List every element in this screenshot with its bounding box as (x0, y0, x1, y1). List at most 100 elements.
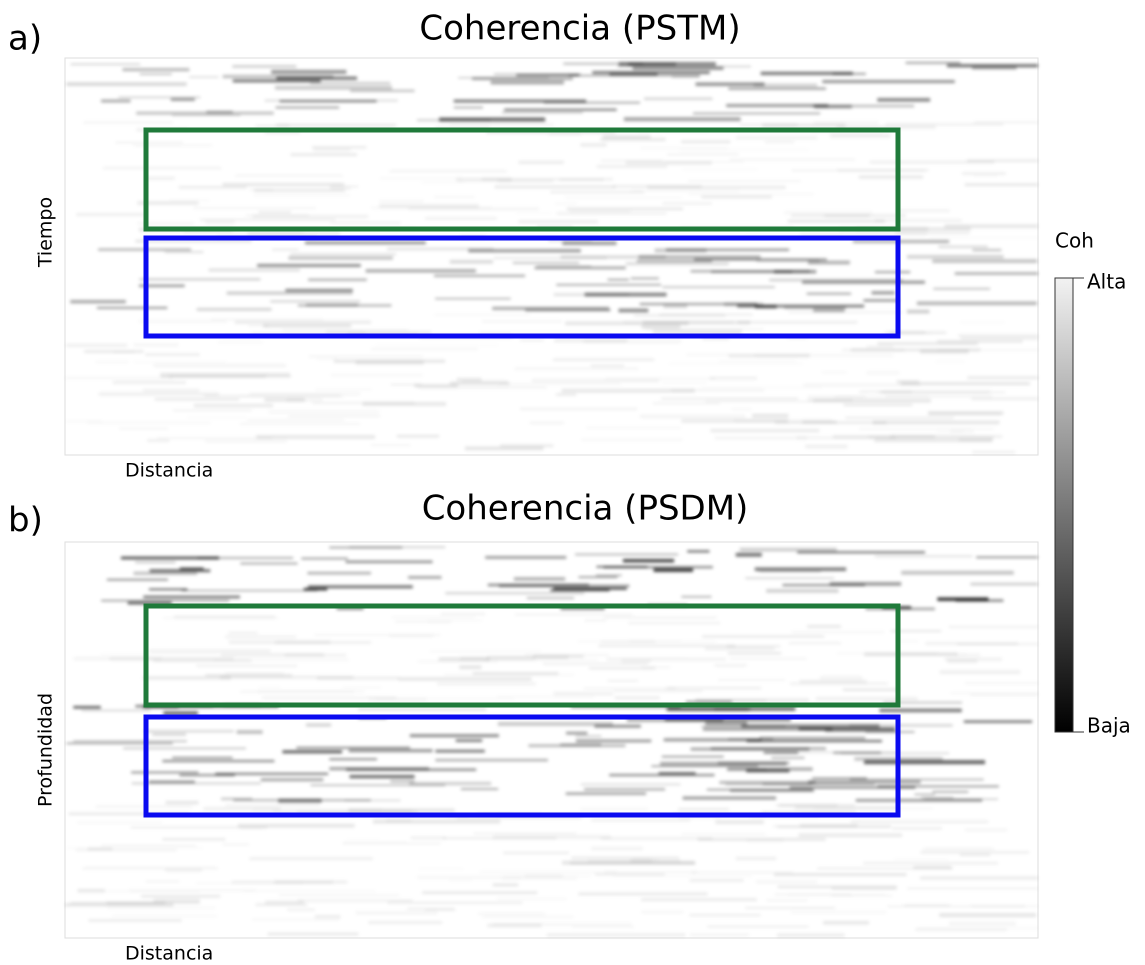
streak (960, 336, 1038, 340)
streak (137, 201, 199, 205)
streak (252, 214, 369, 219)
streak (794, 805, 898, 810)
streak (497, 696, 595, 698)
streak (449, 123, 554, 126)
streak (937, 349, 1038, 351)
streak (965, 828, 1008, 832)
streak (871, 291, 895, 295)
streak (700, 387, 823, 388)
streak (248, 325, 270, 327)
streak (739, 547, 837, 552)
streak (866, 345, 894, 348)
streak (368, 921, 443, 924)
streak (485, 659, 598, 661)
panel-title: Coherencia (PSDM) (422, 489, 749, 529)
streak (395, 620, 452, 623)
streak (68, 812, 190, 816)
streak (665, 248, 790, 251)
streak (575, 735, 602, 737)
streak (120, 556, 220, 560)
streak (101, 599, 230, 602)
colorbar-bottom-label: Baja (1087, 714, 1131, 738)
streak (565, 792, 647, 795)
streak (659, 313, 753, 316)
streak (954, 272, 1038, 275)
streak (702, 635, 825, 638)
streak (681, 140, 731, 144)
streak (578, 892, 708, 896)
streak (920, 796, 954, 799)
streak (808, 260, 850, 265)
streak (762, 783, 875, 785)
seismic-image (64, 57, 1039, 456)
streak (228, 631, 258, 635)
streak (66, 82, 187, 86)
streak (217, 341, 263, 344)
streak (640, 414, 746, 418)
streak (181, 590, 318, 592)
streak (487, 583, 589, 587)
streak (773, 751, 899, 753)
streak (874, 438, 993, 443)
streak (118, 96, 201, 99)
x-axis-label: Distancia (125, 943, 213, 965)
streak (773, 873, 907, 877)
streak (789, 786, 916, 789)
panel-label: b) (8, 501, 43, 541)
green-box (143, 127, 901, 232)
streak (236, 730, 263, 734)
streak (456, 817, 582, 820)
streak (843, 403, 913, 406)
streak (267, 932, 359, 936)
streak (813, 121, 878, 125)
streak (594, 724, 641, 728)
streak (658, 772, 696, 775)
streak (305, 304, 359, 306)
streak (512, 262, 580, 264)
streak (693, 112, 821, 114)
streak (614, 696, 660, 699)
streak (822, 80, 955, 84)
streak (799, 232, 928, 236)
streak (960, 321, 1005, 323)
streak (170, 98, 195, 101)
streak (556, 212, 667, 215)
streak (123, 747, 246, 749)
streak (849, 778, 984, 781)
streak (603, 565, 713, 569)
streak (197, 557, 294, 559)
streak (136, 111, 274, 115)
streak (906, 309, 930, 314)
streak (591, 819, 691, 822)
streak (964, 183, 1038, 187)
streak (290, 153, 357, 157)
streak (70, 300, 126, 304)
streak (682, 796, 777, 800)
streak (325, 330, 432, 333)
streak (438, 657, 490, 662)
streak (271, 69, 347, 74)
streak (829, 133, 891, 138)
streak (362, 402, 447, 406)
streak (127, 601, 172, 605)
streak (972, 248, 1002, 252)
streak (106, 901, 166, 905)
streak (831, 887, 897, 890)
streak (434, 314, 530, 316)
streak (122, 68, 190, 72)
streak (257, 264, 361, 267)
streak (445, 592, 585, 595)
streak (504, 108, 617, 111)
streak (422, 891, 538, 894)
streak (221, 797, 253, 801)
streak (275, 123, 397, 127)
streak (586, 426, 681, 429)
streak (368, 697, 427, 701)
streak (109, 657, 234, 661)
streak (329, 185, 359, 188)
streak (365, 269, 476, 273)
streak (715, 436, 807, 439)
streak (65, 377, 173, 379)
streak (580, 783, 681, 786)
streak (222, 843, 249, 845)
